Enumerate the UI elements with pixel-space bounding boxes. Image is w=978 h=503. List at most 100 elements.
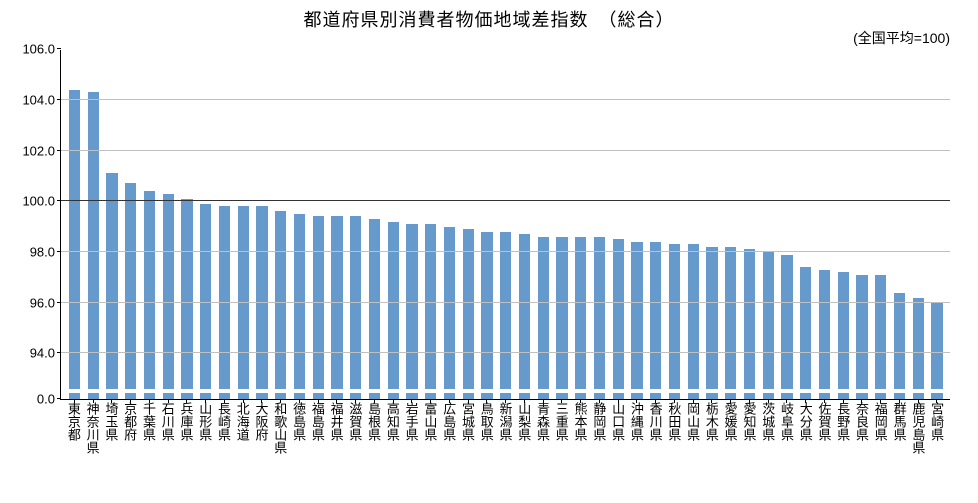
bar-slot	[665, 50, 684, 399]
x-label: 山梨県	[517, 402, 530, 454]
x-label-slot: 東京都	[64, 402, 83, 454]
x-label: 沖縄県	[630, 402, 643, 454]
bar	[350, 216, 361, 399]
x-label: 群馬県	[893, 402, 906, 454]
bar-slot	[65, 50, 84, 399]
gridline	[61, 302, 950, 303]
x-label-slot: 島根県	[364, 402, 383, 454]
bar-top	[256, 206, 267, 389]
bar-top	[819, 270, 830, 389]
x-label: 山形県	[198, 402, 211, 454]
bar-top	[463, 229, 474, 389]
x-label-slot: 岩手県	[402, 402, 421, 454]
bar-top	[163, 194, 174, 389]
bar-top	[106, 173, 117, 389]
bar-slot	[384, 50, 403, 399]
bar	[725, 247, 736, 399]
gridline	[61, 150, 950, 151]
y-tick-mark	[57, 48, 61, 49]
x-label-slot: 北海道	[233, 402, 252, 454]
bar-top	[219, 206, 230, 389]
bar	[781, 255, 792, 399]
x-label-slot: 岡山県	[683, 402, 702, 454]
bar	[388, 222, 399, 399]
x-label-slot: 徳島県	[289, 402, 308, 454]
x-label: 京都府	[123, 402, 136, 454]
x-label-slot: 広島県	[439, 402, 458, 454]
bar-slot	[628, 50, 647, 399]
bar-slot	[346, 50, 365, 399]
x-label-slot: 石川県	[158, 402, 177, 454]
x-label-slot: 愛媛県	[721, 402, 740, 454]
x-label-slot: 愛知県	[740, 402, 759, 454]
x-label-slot: 秋田県	[665, 402, 684, 454]
x-label-slot: 青森県	[533, 402, 552, 454]
bar-top	[388, 222, 399, 389]
bar-top	[575, 237, 586, 389]
bar-slot	[478, 50, 497, 399]
bar	[313, 216, 324, 399]
bar	[181, 199, 192, 399]
bar	[500, 232, 511, 399]
x-label: 栃木県	[705, 402, 718, 454]
bar-top	[144, 191, 155, 389]
x-label-slot: 福島県	[308, 402, 327, 454]
x-label-slot: 京都府	[120, 402, 139, 454]
bar-top	[631, 242, 642, 389]
x-label: 茨城県	[761, 402, 774, 454]
y-tick-label: 104.0	[22, 92, 55, 107]
x-label: 長野県	[836, 402, 849, 454]
bar-slot	[534, 50, 553, 399]
bar-top	[200, 204, 211, 389]
x-label: 愛媛県	[724, 402, 737, 454]
x-label-slot: 長野県	[833, 402, 852, 454]
bar-slot	[403, 50, 422, 399]
bar-top	[519, 234, 530, 389]
bar	[519, 234, 530, 399]
bar	[856, 275, 867, 399]
gridline	[61, 352, 950, 353]
x-label: 鳥取県	[480, 402, 493, 454]
bar-slot	[253, 50, 272, 399]
bar	[688, 244, 699, 399]
bar	[875, 275, 886, 399]
x-label-slot: 山形県	[195, 402, 214, 454]
bar-top	[313, 216, 324, 389]
x-label: 神奈川県	[86, 402, 99, 454]
x-label: 岐阜県	[780, 402, 793, 454]
bar	[706, 247, 717, 399]
bar	[763, 252, 774, 399]
x-label-slot: 熊本県	[571, 402, 590, 454]
x-label-slot: 香川県	[646, 402, 665, 454]
x-label-slot: 宮城県	[458, 402, 477, 454]
bar-slot	[215, 50, 234, 399]
x-label: 岩手県	[405, 402, 418, 454]
bar-top	[275, 211, 286, 389]
x-label-slot: 新潟県	[496, 402, 515, 454]
bar	[444, 227, 455, 399]
bar-top	[88, 92, 99, 389]
bar	[463, 229, 474, 399]
x-label-slot: 富山県	[421, 402, 440, 454]
x-label: 静岡県	[592, 402, 605, 454]
x-label: 滋賀県	[348, 402, 361, 454]
x-axis-labels: 東京都神奈川県埼玉県京都府千葉県石川県兵庫県山形県長崎県北海道大阪府和歌山県徳島…	[60, 402, 950, 454]
x-label-slot: 鹿児島県	[908, 402, 927, 454]
x-label-slot: 三重県	[552, 402, 571, 454]
x-label: 千葉県	[142, 402, 155, 454]
bar-top	[931, 303, 942, 389]
bar-top	[538, 237, 549, 389]
x-label: 佐賀県	[818, 402, 831, 454]
x-label: 石川県	[161, 402, 174, 454]
x-label: 宮城県	[461, 402, 474, 454]
x-label-slot: 佐賀県	[815, 402, 834, 454]
bar-top	[688, 244, 699, 389]
chart-subtitle: (全国平均=100)	[853, 28, 950, 48]
bar-slot	[515, 50, 534, 399]
bar-slot	[365, 50, 384, 399]
bar	[294, 214, 305, 399]
x-label: 山口県	[611, 402, 624, 454]
bar-top	[331, 216, 342, 389]
bar	[538, 237, 549, 399]
bar	[650, 242, 661, 399]
